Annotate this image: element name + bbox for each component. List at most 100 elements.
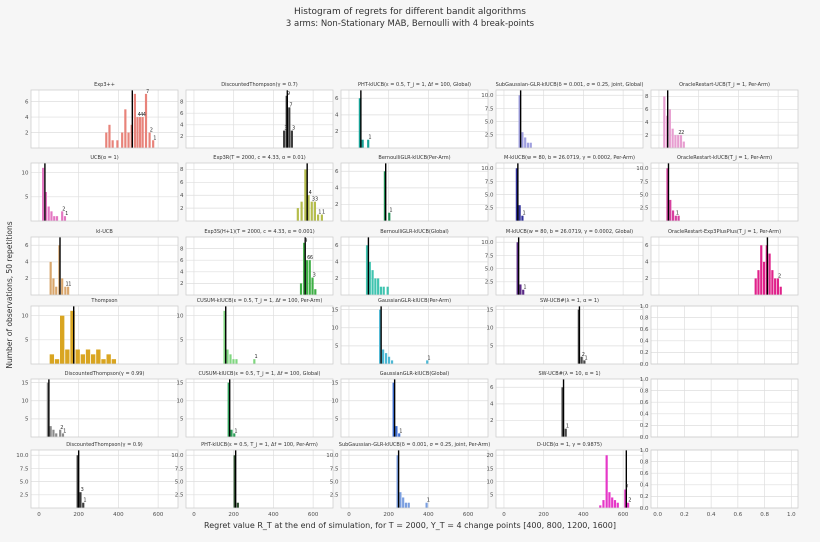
- x-tick-labels: 0 200 400 600: [347, 512, 474, 518]
- svg-text:1: 1: [427, 355, 430, 361]
- svg-text:4: 4: [143, 112, 146, 118]
- subplot-20-empty: 0.0 0.2 0.4 0.6 0.8 1.0: [640, 304, 799, 368]
- svg-text:1.0: 1.0: [640, 304, 649, 310]
- svg-text:1: 1: [427, 498, 430, 504]
- subplot-6: 21 5 10 UCB(α = 1): [22, 155, 179, 222]
- svg-text:2: 2: [645, 133, 649, 139]
- svg-text:6: 6: [180, 258, 184, 264]
- svg-text:5: 5: [335, 344, 339, 350]
- y-tick-labels: 2.5 5.0 7.5 10.0: [326, 453, 339, 499]
- svg-text:7.5: 7.5: [485, 179, 494, 185]
- svg-text:1: 1: [65, 282, 68, 288]
- svg-text:2: 2: [681, 130, 684, 136]
- grid-lines: [496, 237, 643, 295]
- svg-text:6: 6: [645, 107, 649, 113]
- subplot-title: SW-UCB#(λ = 1, α = 1): [540, 298, 599, 304]
- subplot-title: GaussianGLR-klUCB(Per-Arm): [378, 298, 451, 304]
- svg-text:0.6: 0.6: [733, 512, 742, 518]
- y-tick-labels: 2 4 6: [335, 243, 339, 282]
- svg-text:2: 2: [490, 418, 494, 424]
- svg-text:2: 2: [150, 128, 153, 134]
- subplot-25-empty: 0.0 0.2 0.4 0.6 0.8 1.0: [640, 377, 799, 441]
- svg-text:0.8: 0.8: [760, 512, 769, 518]
- svg-text:2: 2: [678, 130, 681, 136]
- svg-text:1: 1: [389, 208, 392, 214]
- subplot-title: D-UCB(α = 1, γ = 0.9875): [537, 442, 602, 448]
- histogram-bars: [46, 382, 65, 437]
- y-tick-labels: 2 4 6: [25, 99, 29, 136]
- svg-text:6: 6: [307, 255, 310, 261]
- svg-text:8: 8: [180, 167, 184, 173]
- y-tick-labels: 5 10 15: [332, 380, 340, 422]
- svg-text:6: 6: [310, 255, 313, 261]
- svg-text:2.5: 2.5: [485, 280, 494, 286]
- svg-text:1: 1: [399, 428, 402, 434]
- svg-text:9: 9: [287, 91, 290, 97]
- svg-text:3: 3: [81, 487, 84, 493]
- svg-text:4: 4: [180, 123, 184, 129]
- svg-text:2: 2: [645, 276, 649, 282]
- y-tick-labels: 2 4 6: [645, 243, 649, 282]
- subplot-2: 9 7 3 3 2 4 6 8 DiscountedThompson(γ = 0.7): [180, 82, 334, 149]
- svg-text:7: 7: [289, 102, 292, 108]
- subplot-17: 1 5 10 CUSUM-klUCB(ε = 0.5, T_j = 1, Δf = 1…: [177, 298, 334, 365]
- svg-text:7.5: 7.5: [20, 466, 29, 472]
- svg-text:15: 15: [487, 307, 494, 313]
- svg-text:1: 1: [234, 428, 237, 434]
- y-tick-labels: 5 10 15: [332, 307, 340, 349]
- subplot-title: BernoulliGLR-klUCB(Global): [380, 229, 449, 235]
- grid-lines: [341, 450, 488, 508]
- y-tick-labels: 0.0 0.2 0.4 0.6 0.8 1.0: [640, 377, 649, 441]
- svg-text:5.0: 5.0: [485, 266, 494, 272]
- svg-text:1: 1: [318, 210, 321, 216]
- histogram-bars: [577, 309, 586, 364]
- histogram-bars: [754, 245, 782, 295]
- svg-text:1: 1: [68, 282, 71, 288]
- y-tick-labels: 5 10 15: [487, 307, 495, 349]
- bar-count-annotations: 1: [523, 211, 526, 217]
- svg-text:5: 5: [25, 417, 29, 423]
- histogram-bars: [227, 382, 236, 437]
- y-tick-labels: 2.5 5.0 7.5 10.0: [636, 166, 649, 212]
- svg-text:600: 600: [308, 512, 319, 518]
- grid-lines: [31, 237, 178, 295]
- svg-text:4: 4: [335, 260, 339, 266]
- svg-text:6: 6: [25, 99, 29, 105]
- svg-text:0: 0: [502, 512, 506, 518]
- svg-text:6: 6: [645, 243, 649, 249]
- grid-lines: [651, 378, 798, 438]
- subplot-title: PHT-klUCB(ε = 0.5, T_j = 1, Δf = 100, Pe…: [201, 442, 318, 448]
- y-tick-labels: 2.5 5.0 7.5 10.0: [171, 453, 184, 499]
- svg-text:9: 9: [304, 238, 307, 244]
- histogram-bars: [663, 96, 685, 148]
- svg-text:0.6: 0.6: [640, 400, 649, 406]
- svg-text:2.5: 2.5: [485, 133, 494, 139]
- svg-text:5.0: 5.0: [175, 479, 184, 485]
- svg-text:0.6: 0.6: [640, 327, 649, 333]
- svg-text:8: 8: [180, 246, 184, 252]
- grid-lines: [186, 450, 333, 508]
- histogram-bars: [383, 171, 391, 221]
- svg-text:15: 15: [487, 466, 494, 472]
- bar-count-annotations: 72: [625, 485, 631, 504]
- svg-text:4: 4: [335, 186, 339, 192]
- figure-title: Histogram of regrets for different bandi…: [294, 7, 526, 17]
- histogram-bars: [599, 455, 630, 508]
- svg-text:1: 1: [153, 135, 156, 141]
- svg-text:20: 20: [487, 453, 494, 459]
- svg-text:5: 5: [180, 417, 184, 423]
- histogram-bars: [561, 387, 567, 437]
- svg-text:3: 3: [292, 126, 295, 132]
- svg-text:0.8: 0.8: [640, 388, 649, 394]
- grid-lines: [186, 237, 333, 295]
- grid-lines: [496, 450, 643, 508]
- bar-count-annotations: 21: [62, 206, 68, 217]
- y-tick-labels: 2.5 5.0 7.5 10.0: [481, 93, 494, 139]
- svg-text:10: 10: [487, 479, 494, 485]
- x-axis-label: Regret value R_T at the end of simulatio…: [204, 521, 616, 530]
- subplot-title: PHT-klUCB(ε = 0.5, T_j = 1, Δf = 100, Gl…: [358, 82, 471, 88]
- svg-text:1: 1: [65, 211, 68, 217]
- svg-text:3: 3: [315, 197, 318, 203]
